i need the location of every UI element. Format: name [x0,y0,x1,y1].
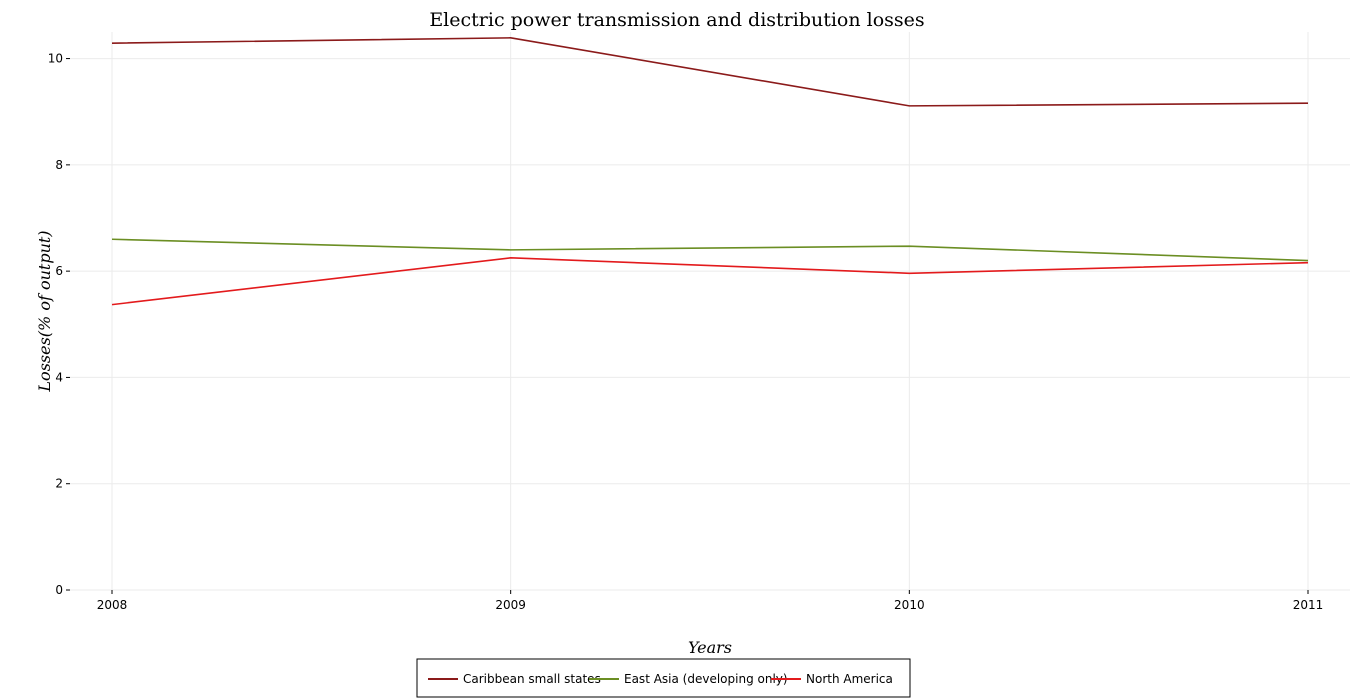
x-tick-label: 2010 [894,598,925,612]
series-line-2 [111,257,1309,306]
series-line-1 [111,238,1309,262]
x-axis-label: Years [688,638,732,657]
legend-label-2: North America [806,672,893,686]
legend-box [416,658,911,698]
x-tick-label: 2011 [1293,598,1324,612]
x-tick-label: 2009 [495,598,526,612]
y-axis-label: Losses(% of output) [35,230,54,392]
x-tick-label: 2008 [97,598,128,612]
series-lines [111,37,1309,306]
series-line-0 [111,37,1309,107]
plot-area: 2008 2009 2010 2011 0 2 4 6 8 10 [48,32,1350,612]
legend: Caribbean small states East Asia (develop… [416,658,911,698]
y-tick-label: 10 [48,52,63,66]
grid [70,32,1350,591]
y-tick-label: 4 [55,370,63,384]
y-tick-label: 6 [55,264,63,278]
y-tick-label: 0 [55,583,63,597]
plot-background [70,32,1350,590]
legend-label-0: Caribbean small states [463,672,601,686]
x-axis-ticks: 2008 2009 2010 2011 [97,590,1324,612]
y-tick-label: 2 [55,477,63,491]
y-axis-ticks: 0 2 4 6 8 10 [48,52,70,597]
legend-label-1: East Asia (developing only) [624,672,788,686]
chart-title: Electric power transmission and distribu… [429,9,924,31]
y-tick-label: 8 [55,158,63,172]
